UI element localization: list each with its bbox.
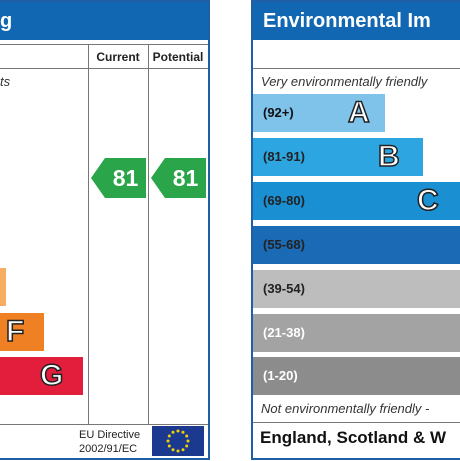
env-band-g-range: (1-20) <box>263 368 298 383</box>
env-band-d: (55-68) <box>253 226 460 264</box>
env-band-a-letter: A <box>347 95 370 130</box>
env-band-d-range: (55-68) <box>263 237 305 252</box>
env-band-e-range: (39-54) <box>263 281 305 296</box>
env-band-g: (1-20) <box>253 357 460 395</box>
env-band-c: (69-80) C <box>253 182 460 220</box>
energy-band-e <box>0 268 6 306</box>
current-rating-value: 81 <box>112 165 139 191</box>
env-band-b-range: (81-91) <box>263 149 305 164</box>
energy-band-g-letter: G <box>39 358 64 393</box>
env-band-e: (39-54) <box>253 270 460 308</box>
eu-directive-text: EU Directive 2002/91/EC <box>79 429 141 455</box>
country-footer: England, Scotland & W <box>260 428 447 447</box>
energy-panel-header: g <box>0 2 208 40</box>
energy-note-top: ts <box>0 74 11 89</box>
env-band-f: (21-38) <box>253 314 460 352</box>
environmental-panel-header: Environmental Im <box>253 2 460 40</box>
env-band-f-range: (21-38) <box>263 325 305 340</box>
potential-rating-value: 81 <box>172 165 199 191</box>
env-band-c-letter: C <box>416 183 439 218</box>
energy-band-f: F <box>0 313 44 351</box>
energy-panel-title: g <box>0 10 13 32</box>
environmental-note-bottom: Not environmentally friendly - <box>261 401 430 416</box>
env-band-b: (81-91) B <box>253 138 423 176</box>
potential-rating-arrow: 81 <box>151 158 206 198</box>
potential-column-header: Potential <box>152 50 204 64</box>
environmental-panel-title: Environmental Im <box>263 10 431 32</box>
env-band-b-letter: B <box>377 139 400 174</box>
env-band-a: (92+) A <box>253 94 385 132</box>
environmental-note-top: Very environmentally friendly <box>261 74 428 89</box>
env-band-c-range: (69-80) <box>263 193 305 208</box>
energy-band-f-letter: F <box>5 314 25 349</box>
current-column-header: Current <box>96 50 140 64</box>
energy-band-g: G <box>0 357 83 395</box>
env-band-a-range: (92+) <box>263 105 294 120</box>
eu-flag-icon <box>152 426 204 456</box>
current-rating-arrow: 81 <box>91 158 146 198</box>
